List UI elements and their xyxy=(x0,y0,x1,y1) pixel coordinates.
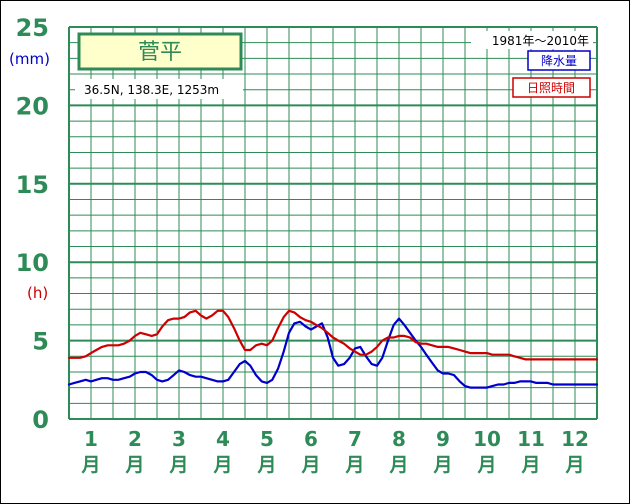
month-kanji-label: 月 xyxy=(300,454,320,476)
month-kanji-label: 月 xyxy=(564,454,584,476)
month-kanji-label: 月 xyxy=(520,454,540,476)
month-kanji-label: 月 xyxy=(344,454,364,476)
x-axis-month-labels: 1 月 2 月 3 月 4 月 5 月 6 月 7 月 8 月 9 月 10 月 11 月 12 月 xyxy=(80,427,588,476)
month-number-label: 10 xyxy=(473,427,501,451)
chart-title: 菅平 xyxy=(138,40,182,65)
month-kanji-label: 月 xyxy=(432,454,452,476)
month-number-label: 11 xyxy=(517,427,545,451)
sunshine-line xyxy=(67,309,599,361)
period-label: 1981年〜2010年 xyxy=(492,34,589,48)
precip-unit-label: (mm) xyxy=(9,50,50,68)
y-tick-label: 5 xyxy=(32,328,49,356)
precipitation-line xyxy=(67,317,599,389)
month-kanji-label: 月 xyxy=(388,454,408,476)
y-tick-label: 25 xyxy=(16,14,49,42)
month-kanji-label: 月 xyxy=(80,454,100,476)
y-tick-label: 0 xyxy=(32,406,49,434)
legend-sunshine-box xyxy=(512,77,591,98)
month-number-label: 3 xyxy=(172,427,186,451)
series-lines xyxy=(67,309,599,389)
sunshine-unit-label: (h) xyxy=(27,284,48,302)
month-number-label: 5 xyxy=(260,427,274,451)
month-kanji-label: 月 xyxy=(124,454,144,476)
month-kanji-label: 月 xyxy=(256,454,276,476)
month-kanji-label: 月 xyxy=(476,454,496,476)
month-number-label: 9 xyxy=(436,427,450,451)
y-tick-label: 10 xyxy=(16,249,49,277)
title-box xyxy=(77,32,243,71)
chart-subtitle: 36.5N, 138.3E, 1253m xyxy=(84,83,219,97)
month-number-label: 6 xyxy=(304,427,318,451)
month-number-label: 7 xyxy=(348,427,362,451)
legend-sunshine-label: 日照時間 xyxy=(527,81,575,95)
y-axis-ticks: 0 5 10 15 20 25 xyxy=(16,14,49,434)
y-tick-label: 20 xyxy=(16,92,49,120)
month-number-label: 2 xyxy=(128,427,142,451)
y-tick-label: 15 xyxy=(16,171,49,199)
month-kanji-label: 月 xyxy=(168,454,188,476)
month-number-label: 1 xyxy=(84,427,98,451)
legend-precip-box xyxy=(527,50,591,71)
month-kanji-label: 月 xyxy=(212,454,232,476)
legend-precip-label: 降水量 xyxy=(541,54,577,68)
subtitle-bg xyxy=(75,79,243,99)
month-number-label: 4 xyxy=(216,427,230,451)
month-number-label: 12 xyxy=(561,427,589,451)
month-number-label: 8 xyxy=(392,427,406,451)
period-bg xyxy=(471,31,593,49)
